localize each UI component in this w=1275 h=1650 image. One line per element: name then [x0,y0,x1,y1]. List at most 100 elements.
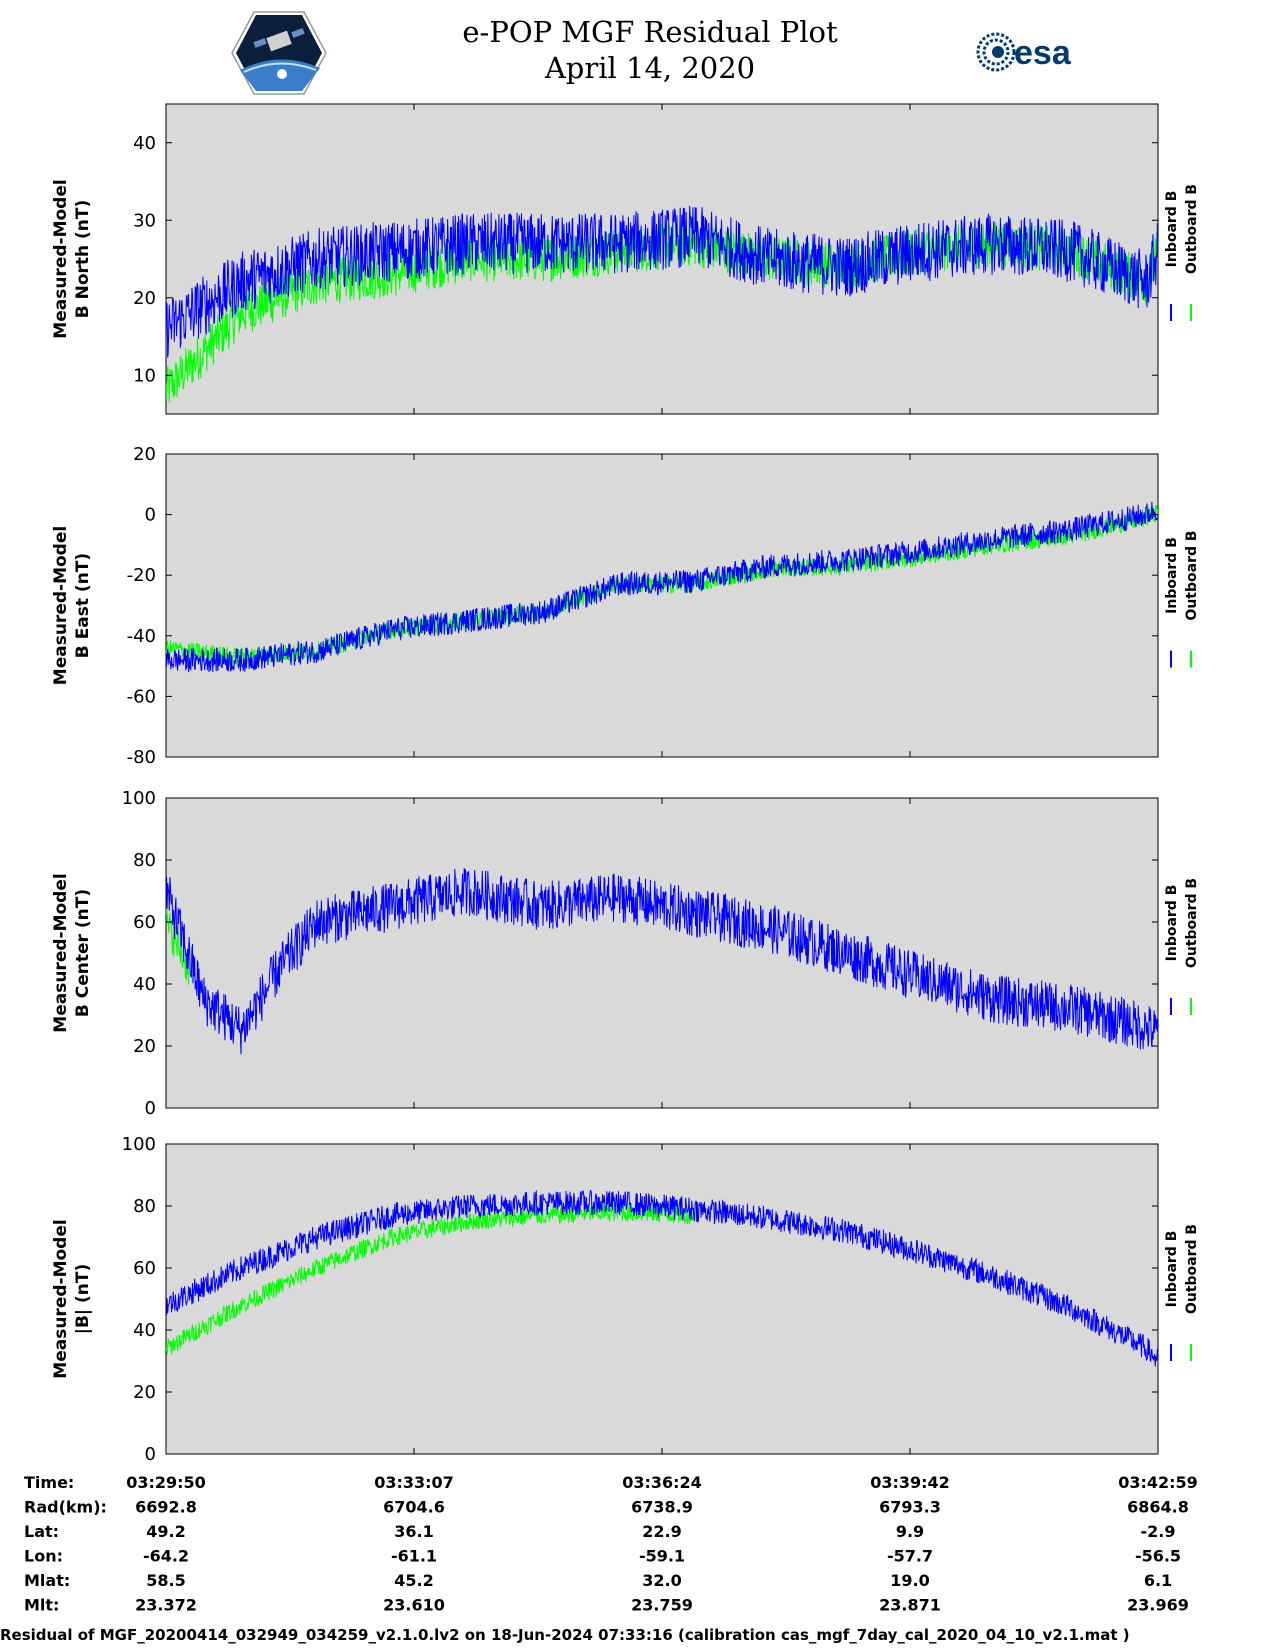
y-tick-label: 80 [133,850,156,871]
y-tick-label: -20 [127,565,156,586]
info-cell: 6793.3 [879,1498,941,1517]
info-row-label: Mlat: [24,1571,70,1590]
info-cell: 45.2 [394,1571,433,1590]
plot-area [165,1143,1159,1455]
legend-entry-inboard: Inboard B [1164,1231,1180,1308]
info-cell: 22.9 [642,1522,681,1541]
y-tick-label: 100 [122,1134,156,1155]
y-tick-label: 80 [133,1196,156,1217]
y-tick-label: -80 [127,747,156,768]
y-axis-label-line-2: |B| (nT) [73,1264,93,1335]
info-cell: 6692.8 [135,1498,197,1517]
y-tick-label: 0 [145,1098,156,1119]
info-cell: 9.9 [896,1522,924,1541]
y-tick-label: 100 [122,788,156,809]
info-cell: 23.759 [631,1596,693,1615]
y-tick-label: 30 [133,210,156,231]
y-tick-label: 40 [133,1320,156,1341]
series-inboard [166,501,1158,673]
panel-1: 10 20 30 40 Measured-Model B North (nT) Inboar… [51,103,1200,415]
y-tick-label: 20 [133,288,156,309]
info-row-label: Lat: [24,1522,59,1541]
esa-logo-text: esa [1014,34,1072,72]
y-tick-label: 10 [133,365,156,386]
info-row-label: Rad(km): [24,1498,107,1517]
footer-caption: Residual of MGF_20200414_032949_034259_v… [0,1626,1130,1644]
info-cell: 6704.6 [383,1498,445,1517]
info-cell: 23.372 [135,1596,197,1615]
panel-3: 0 20 40 60 80 100 Measured-Model B Center (nT) I… [51,788,1200,1119]
cassiope-satellite-logo-icon [231,11,327,95]
y-axis-label-line-1: Measured-Model [51,873,71,1032]
y-tick-label: -60 [127,686,156,707]
info-cell: 03:42:59 [1118,1473,1198,1492]
info-cell: 6.1 [1144,1571,1172,1590]
title-line-2: April 14, 2020 [544,51,756,85]
legend-entry-outboard: Outboard B [1184,530,1200,620]
page-title: e-POP MGF Residual Plot April 14, 2020 [400,14,900,86]
plot-area [165,453,1159,758]
legend-entry-outboard: Outboard B [1184,184,1200,274]
y-tick-label: 20 [133,444,156,465]
y-axis-label: Measured-Model B East (nT) [51,526,93,685]
info-cell: 49.2 [146,1522,185,1541]
info-cell: 6738.9 [631,1498,693,1517]
y-tick-label: -40 [127,626,156,647]
y-axis-label-line-1: Measured-Model [51,179,71,338]
info-cell: 03:36:24 [622,1473,702,1492]
series-inboard [166,867,1158,1055]
info-row-label: Mlt: [24,1596,59,1615]
y-tick-label: 20 [133,1036,156,1057]
info-cell: 23.610 [383,1596,445,1615]
legend-entry-inboard: Inboard B [1164,191,1180,268]
info-cell: -59.1 [639,1547,685,1566]
y-axis-label-line-2: B Center (nT) [73,889,93,1017]
y-axis-label-line-1: Measured-Model [51,526,71,685]
y-axis-label: Measured-Model B North (nT) [51,179,93,338]
y-axis-label-line-1: Measured-Model [51,1219,71,1378]
y-tick-label: 0 [145,1444,156,1465]
legend-entry-inboard: Inboard B [1164,537,1180,614]
series-inboard [166,1189,1158,1367]
info-cell: 23.969 [1127,1596,1189,1615]
info-cell: -56.5 [1135,1547,1181,1566]
series-outboard [166,908,190,985]
y-tick-label: 40 [133,133,156,154]
plot-area [165,797,1159,1109]
panel-2: -80 -60 -40 -20 0 20 Measured-Model B East (nT)… [51,444,1200,768]
y-tick-label: 40 [133,974,156,995]
info-cell: 03:29:50 [126,1473,206,1492]
series-inboard [166,205,1158,358]
info-cell: 03:33:07 [374,1473,454,1492]
info-cell: -2.9 [1141,1522,1176,1541]
y-axis-label: Measured-Model B Center (nT) [51,873,93,1032]
info-cell: -64.2 [143,1547,189,1566]
y-tick-label: 0 [145,505,156,526]
info-row-label: Time: [24,1473,74,1492]
panel-4: 0 20 40 60 80 100 Measured-Model |B| (nT) Inboar… [51,1134,1200,1465]
orbit-info-table: Time: Rad(km): Lat: Lon: Mlat: Mlt: 03:29:50 66… [24,1473,1198,1615]
title-line-1: e-POP MGF Residual Plot [462,15,838,49]
info-cell: -57.7 [887,1547,933,1566]
y-axis-label: Measured-Model |B| (nT) [51,1219,93,1378]
info-cell: -61.1 [391,1547,437,1566]
info-cell: 58.5 [146,1571,185,1590]
y-axis-label-line-2: B North (nT) [73,200,93,319]
info-row-label: Lon: [24,1547,63,1566]
info-cell: 36.1 [394,1522,433,1541]
legend-entry-inboard: Inboard B [1164,885,1180,962]
series-outboard [166,1203,695,1355]
info-cell: 19.0 [890,1571,929,1590]
info-cell: 32.0 [642,1571,681,1590]
y-axis-label-line-2: B East (nT) [73,553,93,658]
esa-logo-icon: esa [976,30,1092,74]
info-cell: 23.871 [879,1596,941,1615]
legend-entry-outboard: Outboard B [1184,1224,1200,1314]
info-cell: 03:39:42 [870,1473,950,1492]
legend-entry-outboard: Outboard B [1184,878,1200,968]
info-cell: 6864.8 [1127,1498,1189,1517]
y-tick-label: 60 [133,912,156,933]
y-tick-label: 60 [133,1258,156,1279]
y-tick-label: 20 [133,1382,156,1403]
